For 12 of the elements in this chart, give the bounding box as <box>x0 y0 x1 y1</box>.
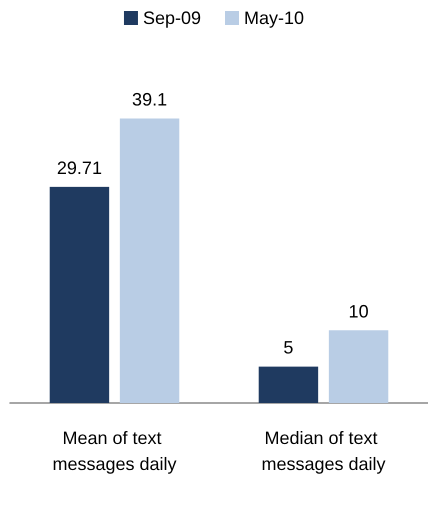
bar <box>328 330 388 403</box>
x-tick-label: Mean of text messages daily <box>52 428 177 474</box>
legend-label: Sep-09 <box>142 8 202 28</box>
legend-label: May-10 <box>244 8 304 28</box>
data-label: 39.1 <box>132 90 168 110</box>
data-label: 10 <box>348 301 369 322</box>
bar <box>50 186 110 403</box>
data-label: 5 <box>283 338 294 358</box>
bar <box>120 118 180 403</box>
bar <box>258 366 318 403</box>
data-label: 29.71 <box>56 158 102 178</box>
x-tick-label: Median of text messages daily <box>261 428 386 474</box>
